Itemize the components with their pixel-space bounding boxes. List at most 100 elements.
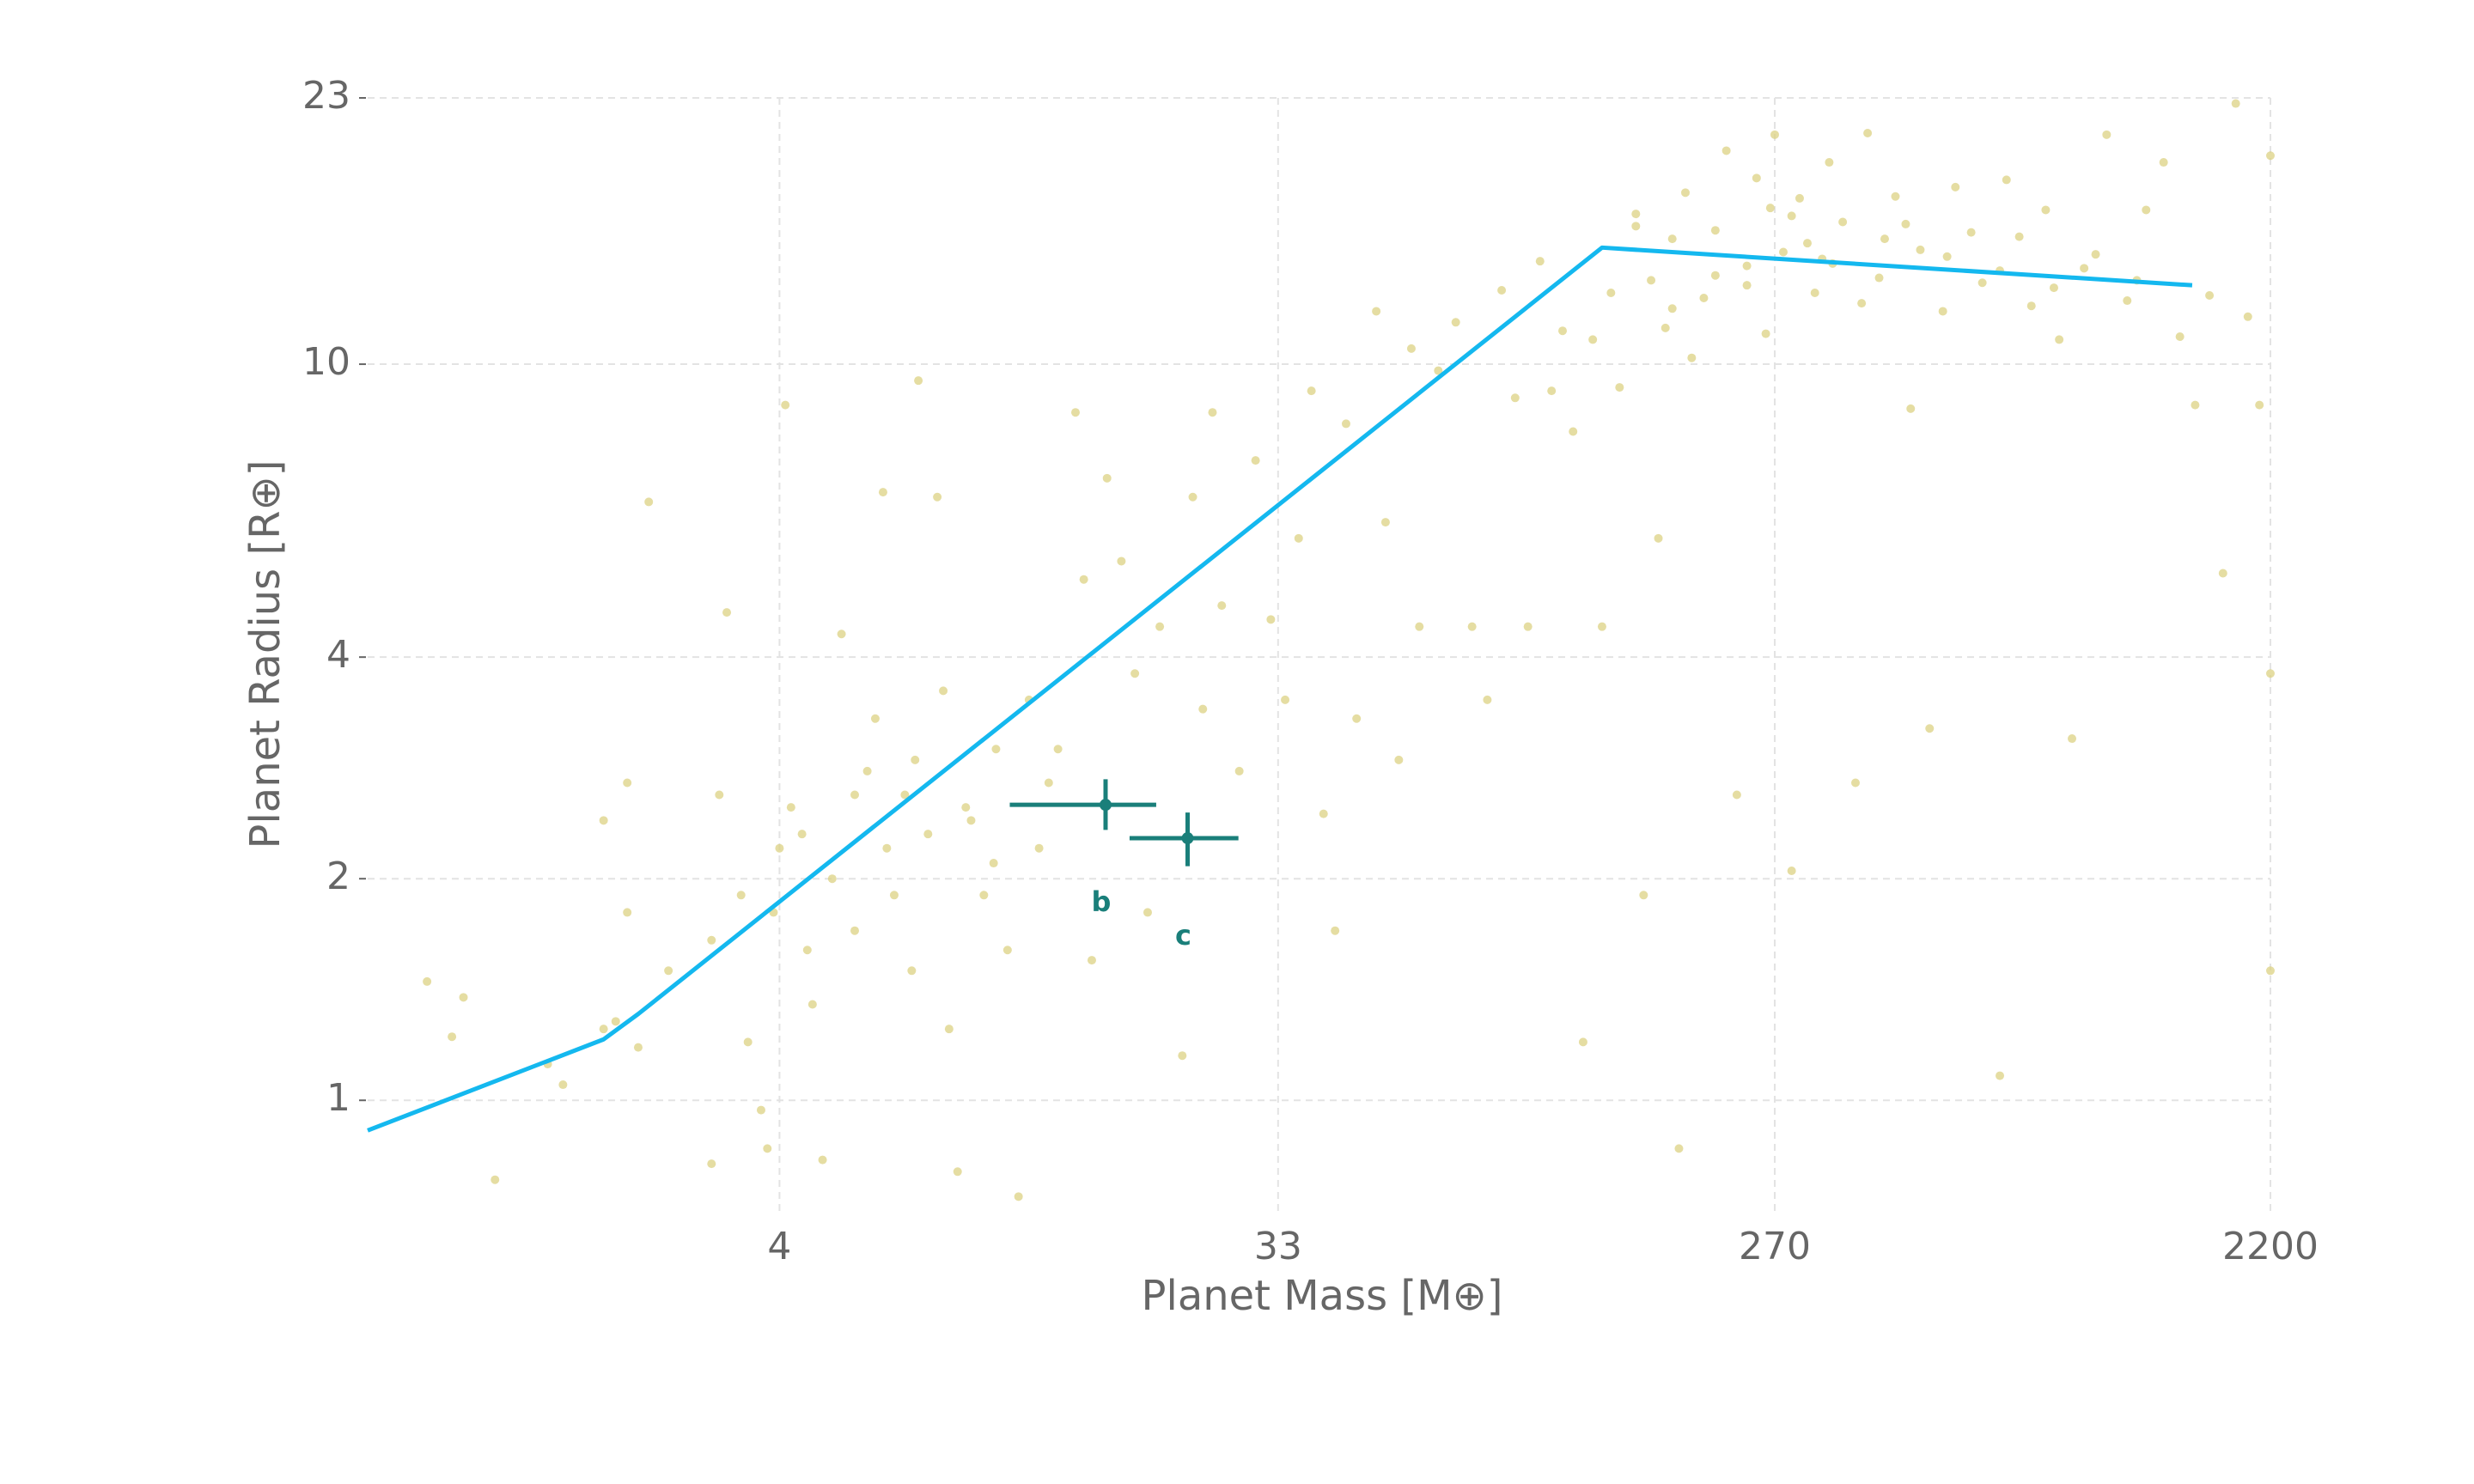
scatter-point <box>837 629 846 639</box>
scatter-point <box>1467 622 1477 631</box>
scatter-point <box>756 1105 765 1115</box>
scatter-point <box>907 966 917 976</box>
scatter-point <box>1053 745 1063 754</box>
scatter-point <box>1742 281 1752 290</box>
scatter-point <box>900 790 910 800</box>
scatter-point <box>1606 288 1616 297</box>
scatter-point <box>889 891 899 900</box>
scatter-point <box>1647 276 1656 285</box>
scatter-point <box>2231 99 2240 108</box>
scatter-point <box>1880 234 1889 244</box>
scatter-point <box>558 1080 568 1090</box>
scatter-point <box>2049 283 2058 293</box>
scatter-point <box>939 686 948 696</box>
scatter-point <box>1863 129 1873 138</box>
scatter-point <box>1752 173 1761 183</box>
y-tick-label: 10 <box>302 340 350 384</box>
scatter-point <box>2080 264 2089 273</box>
scatter-point <box>623 908 632 917</box>
scatter-point <box>2243 312 2252 321</box>
scatter-point <box>807 1000 817 1009</box>
scatter-point <box>1810 288 1819 297</box>
scatter-point <box>707 935 716 945</box>
scatter-point <box>1838 217 1848 227</box>
scatter-point <box>1451 318 1460 327</box>
scatter-point <box>1198 704 1208 714</box>
scatter-point <box>1155 622 1165 631</box>
x-axis-label: Planet Mass [M⊕] <box>1142 1272 1503 1320</box>
scatter-point <box>1925 724 1935 733</box>
scatter-point <box>2205 290 2215 300</box>
scatter-point <box>1281 695 1290 704</box>
scatter-point <box>1787 866 1796 875</box>
scatter-point <box>722 608 732 617</box>
scatter-point <box>1352 714 1362 723</box>
scatter-point <box>989 859 998 868</box>
scatter-point <box>2159 158 2168 167</box>
planet-point <box>1100 799 1112 812</box>
scatter-point <box>2266 151 2275 161</box>
scatter-point <box>1558 326 1568 336</box>
scatter-point <box>1569 427 1578 436</box>
scatter-point <box>1825 158 1834 167</box>
scatter-point <box>1874 273 1884 283</box>
scatter-point <box>1802 239 1812 248</box>
scatter-point <box>1415 622 1424 631</box>
scatter-point <box>707 1159 716 1169</box>
scatter-point <box>1372 307 1381 316</box>
x-tick-label: 4 <box>767 1225 791 1268</box>
scatter-point <box>1765 204 1775 213</box>
scatter-point <box>1778 247 1788 257</box>
scatter-point <box>736 891 746 900</box>
scatter-point <box>1319 809 1328 818</box>
scatter-point <box>961 803 971 812</box>
scatter-point <box>1102 473 1112 483</box>
scatter-point <box>1208 408 1217 417</box>
scatter-point <box>2102 130 2111 139</box>
scatter-point <box>1588 335 1598 344</box>
scatter-point <box>599 1025 608 1034</box>
scatter-point <box>1639 891 1648 900</box>
scatter-point <box>870 714 880 723</box>
y-tick-label: 2 <box>326 855 350 898</box>
scatter-point <box>1014 1192 1023 1201</box>
scatter-point <box>2218 569 2227 578</box>
scatter-point <box>633 1043 643 1052</box>
scatter-point <box>2175 331 2185 341</box>
scatter-point <box>1266 615 1276 624</box>
scatter-point <box>1699 293 1709 302</box>
scatter-point <box>2068 734 2077 744</box>
scatter-point <box>1996 1071 2005 1080</box>
scatter-point <box>1234 766 1244 775</box>
scatter-point <box>1742 261 1752 271</box>
scatter-point <box>1906 404 1916 413</box>
scatter-point <box>1394 755 1404 764</box>
scatter-point <box>1079 575 1088 584</box>
scatter-point <box>827 874 837 884</box>
scatter-point <box>966 816 976 825</box>
scatter-point <box>2191 400 2200 410</box>
scatter-point <box>1680 188 1690 198</box>
scatter-point <box>1087 956 1096 965</box>
planet-point <box>1181 832 1194 845</box>
scatter-point <box>1916 245 1925 254</box>
scatter-point <box>1674 1144 1684 1153</box>
y-tick-label: 23 <box>302 74 350 118</box>
scatter-point <box>2266 966 2275 976</box>
scatter-point <box>2026 301 2036 311</box>
scatter-point <box>1380 518 1390 527</box>
scatter-point <box>1217 601 1227 611</box>
scatter-point <box>611 1017 620 1026</box>
scatter-point <box>1044 778 1053 788</box>
scatter-point <box>1795 193 1804 203</box>
scatter-point <box>914 376 923 386</box>
scatter-point <box>1687 353 1697 362</box>
scatter-point <box>1597 622 1606 631</box>
scatter-point <box>979 891 989 900</box>
scatter-point <box>1034 843 1044 853</box>
scatter-point <box>1143 908 1152 917</box>
scatter-point <box>1523 622 1533 631</box>
scatter-point <box>599 816 608 825</box>
scatter-point <box>1497 286 1507 295</box>
